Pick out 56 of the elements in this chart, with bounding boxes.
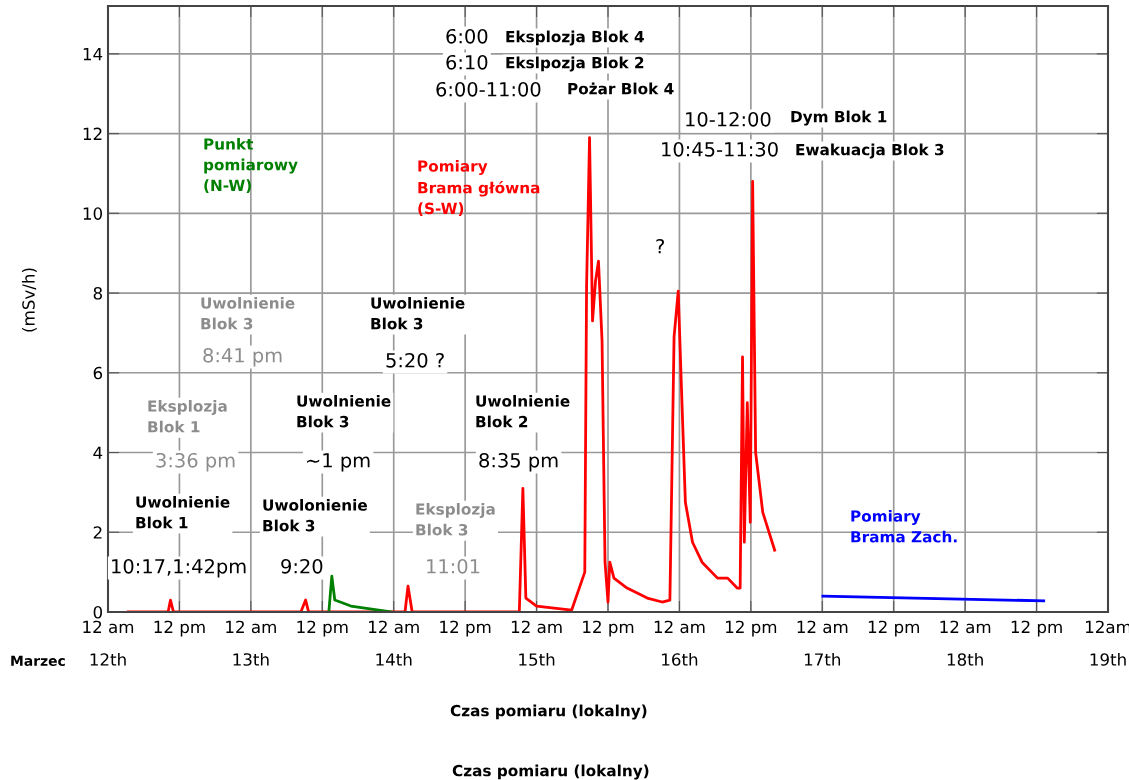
x-tick-label: 12 pm bbox=[1011, 620, 1062, 637]
y-tick-label: 6 bbox=[93, 366, 103, 380]
x-tick-label: 12 am 13th bbox=[226, 620, 276, 666]
annotation: 10:45-11:30 bbox=[662, 141, 778, 157]
x-tick-label: 12 am 14th bbox=[369, 620, 419, 666]
annotation: Uwolnienie Blok 3 bbox=[371, 297, 465, 330]
y-tick-label: 8 bbox=[93, 287, 102, 300]
x-tick-label: 12 am 17th bbox=[797, 620, 848, 666]
text: Marzec bbox=[11, 655, 65, 667]
text: Pomiary Brama Zach. bbox=[851, 510, 957, 543]
x-tick-label: 12 am 15th bbox=[511, 620, 562, 666]
annotation: Ewakuacja Blok 3 bbox=[796, 143, 944, 159]
annotation: 3:36 pm bbox=[156, 452, 235, 472]
annotation: ~1 pm bbox=[307, 453, 370, 472]
annotation: 6:10 bbox=[446, 54, 488, 70]
annotation: 8:41 pm bbox=[203, 347, 282, 367]
annotation: Eksplozja Blok 1 bbox=[148, 400, 227, 433]
annotation: Uwolnienie Blok 3 bbox=[297, 395, 391, 428]
x-tick-label: 12 pm bbox=[297, 620, 348, 637]
annotation: Ekslpozja Blok 2 bbox=[506, 56, 644, 72]
annotation: 6:00 bbox=[446, 28, 488, 44]
x-tick-label: 12 pm bbox=[868, 620, 919, 637]
x-tick-label: 12 pm bbox=[154, 620, 205, 637]
y-tick-label: 14 bbox=[83, 48, 103, 61]
text: Punkt pomiarowy (N-W) bbox=[204, 138, 298, 193]
text: Czas pomiaru (lokalny) bbox=[452, 764, 649, 780]
annotation: ? bbox=[656, 238, 664, 254]
text: Pomiary Brama główna (S-W) bbox=[418, 160, 540, 216]
x-tick-label: 12 pm bbox=[440, 620, 491, 637]
x-tick-label: 12 am 18th bbox=[940, 620, 991, 666]
annotation: 11:01 bbox=[427, 558, 480, 574]
x-tick-label: 12 pm bbox=[726, 620, 777, 637]
x-axis-title: Czas pomiaru (lokalny) bbox=[450, 704, 647, 720]
y-tick-label: 10 bbox=[83, 207, 103, 220]
annotation: Uwolnienie Blok 1 bbox=[136, 496, 230, 529]
annotation: 5:20 ? bbox=[386, 352, 444, 368]
y-tick-label: 0 bbox=[93, 605, 103, 619]
annotation: Uwolnienie Blok 3 bbox=[201, 297, 295, 330]
annotation: 9:20 bbox=[281, 558, 323, 574]
annotation: Dym Blok 1 bbox=[791, 110, 887, 126]
annotation: 8:35 pm bbox=[479, 452, 558, 472]
annotation: 10:17,1:42pm bbox=[112, 558, 246, 578]
annotation: Eksplozja Blok 3 bbox=[416, 503, 495, 536]
x-tick-label: 12 am 12th bbox=[83, 620, 134, 666]
annotation: Uwolnienie Blok 2 bbox=[476, 395, 570, 428]
annotation: 10-12:00 bbox=[686, 111, 771, 127]
y-tick-label: 12 bbox=[83, 127, 102, 140]
annotation: Uwolonienie Blok 3 bbox=[263, 499, 367, 532]
annotation: Eksplozja Blok 4 bbox=[506, 30, 644, 46]
y-tick-label: 2 bbox=[93, 526, 102, 539]
y-axis-title: (mSv/h) bbox=[21, 268, 37, 332]
annotation: Pożar Blok 4 bbox=[568, 82, 674, 95]
x-tick-label: 12 am 16th bbox=[654, 620, 705, 666]
x-tick-label: 12 pm bbox=[583, 620, 634, 637]
y-tick-label: 4 bbox=[93, 446, 103, 459]
annotation: 6:00-11:00 bbox=[436, 81, 541, 97]
